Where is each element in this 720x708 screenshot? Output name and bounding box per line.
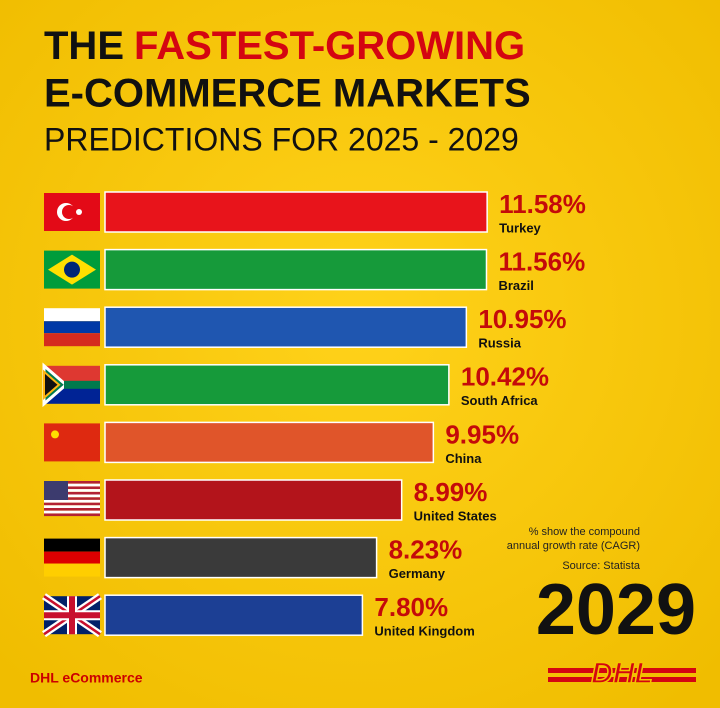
flag-part xyxy=(44,510,100,514)
dhl-logo: DHL xyxy=(548,656,696,691)
flag-part xyxy=(44,551,100,564)
bar xyxy=(104,191,488,233)
value-label: 8.23% xyxy=(389,534,463,564)
bar xyxy=(104,536,378,579)
flag-part xyxy=(44,505,100,508)
flag-part xyxy=(44,491,100,495)
flag xyxy=(44,538,100,577)
footer: DHL eCommerce xyxy=(30,670,143,686)
flag-part xyxy=(44,563,100,577)
flag-part xyxy=(44,423,100,462)
flag-part xyxy=(44,513,100,517)
flag-part xyxy=(44,538,100,552)
year: 2029 xyxy=(536,570,696,650)
bar xyxy=(104,248,488,291)
flag-part xyxy=(44,494,100,498)
flag xyxy=(44,193,100,231)
flag xyxy=(44,481,100,517)
chart-title: THE FASTEST-GROWING xyxy=(44,24,525,68)
category-label: United States xyxy=(414,508,497,523)
category-label: Turkey xyxy=(499,220,541,235)
category-label: Russia xyxy=(478,336,521,351)
flag xyxy=(44,308,100,347)
flag-part xyxy=(44,499,100,503)
flag-part xyxy=(44,596,100,635)
flag xyxy=(42,593,102,638)
flag-part xyxy=(43,369,61,400)
flag-part xyxy=(51,430,59,439)
flag-part xyxy=(64,380,100,389)
flag-part xyxy=(64,261,80,278)
value-label: 10.95% xyxy=(478,304,566,334)
value-label: 10.42% xyxy=(461,362,549,392)
category-label: China xyxy=(445,451,482,466)
flag-part xyxy=(44,333,100,347)
bar xyxy=(104,364,450,406)
flag-part xyxy=(44,502,100,506)
bar xyxy=(104,421,435,464)
category-label: Brazil xyxy=(498,278,533,293)
bar xyxy=(104,479,403,521)
category-label: United Kingdom xyxy=(374,624,474,639)
flag-part xyxy=(44,308,100,322)
flag-part xyxy=(44,483,100,487)
flag-part xyxy=(44,481,68,500)
note: % show the compound xyxy=(529,526,640,538)
value-label: 9.95% xyxy=(445,419,519,449)
bar xyxy=(104,594,364,636)
chart-title-line2: E-COMMERCE MARKETS xyxy=(44,72,531,116)
flag xyxy=(44,250,100,289)
category-label: South Africa xyxy=(461,393,539,408)
category-label: Germany xyxy=(389,566,446,581)
bar xyxy=(104,306,468,348)
value-label: 7.80% xyxy=(374,592,448,622)
flag-part xyxy=(44,321,100,334)
flag-part xyxy=(44,481,100,484)
logo: DHL xyxy=(591,657,653,690)
source: Source: Statista xyxy=(562,560,641,572)
flag xyxy=(42,362,100,408)
flag-part xyxy=(76,209,82,215)
value-label: 8.99% xyxy=(414,477,488,507)
note: annual growth rate (CAGR) xyxy=(507,540,640,552)
flag-part xyxy=(44,508,100,511)
flag-part xyxy=(44,497,100,500)
title-lead: THE xyxy=(44,24,124,68)
flag xyxy=(44,423,100,462)
flag-part xyxy=(62,205,76,219)
flag-part xyxy=(44,486,100,490)
value-label: 11.56% xyxy=(498,246,585,276)
title-highlight: FASTEST-GROWING xyxy=(134,24,525,68)
flag-part xyxy=(44,489,100,492)
value-label: 11.58% xyxy=(499,189,586,219)
chart-subtitle: PREDICTIONS FOR 2025 - 2029 xyxy=(44,121,519,157)
